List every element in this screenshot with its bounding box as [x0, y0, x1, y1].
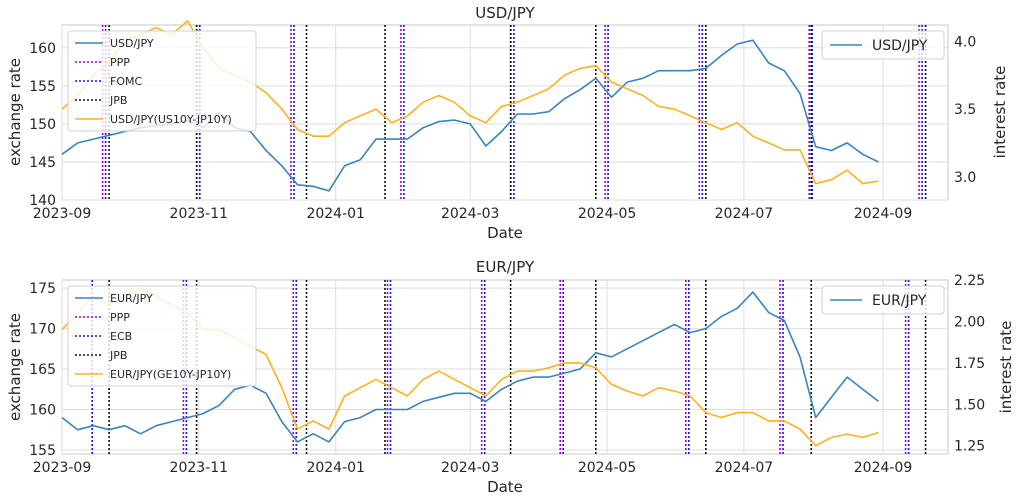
legend-box	[67, 285, 257, 387]
y-tick-label: 160	[29, 403, 56, 419]
x-tick-label: 2024-03	[441, 460, 500, 476]
tick-labels: 2023-09 2023-11 2024-01 2024-03 2024-05 2024-…	[29, 34, 976, 222]
x-axis-label: Date	[487, 478, 523, 496]
legend-entry: USD/JPY	[110, 37, 154, 50]
x-tick-label: 2024-07	[715, 206, 774, 222]
y-right-tick-label: 2.25	[954, 273, 985, 289]
x-tick-label: 2024-03	[441, 206, 500, 222]
y-tick-label: 175	[29, 281, 56, 297]
chart-title: EUR/JPY	[476, 258, 535, 276]
tick-labels: 2023-09 2023-11 2024-01 2024-03 2024-05 2024-…	[29, 273, 985, 476]
y-tick-label: 140	[29, 193, 56, 209]
y-right-tick-label: 4.0	[954, 34, 976, 50]
legend-entry: PPP	[110, 56, 130, 69]
legend-entry: JPB	[109, 94, 127, 107]
legend-right: EUR/JPY	[821, 285, 945, 315]
y-axis-label: exchange rate	[6, 313, 24, 421]
y-tick-label: 165	[29, 362, 56, 378]
x-tick-label: 2023-11	[170, 460, 229, 476]
legend-entry: JPB	[109, 349, 127, 362]
legend-entry: EUR/JPY	[110, 292, 153, 305]
x-tick-label: 2024-01	[306, 206, 365, 222]
y-right-tick-label: 3.0	[954, 170, 976, 186]
y-axis-right-label: interest rate	[997, 321, 1015, 414]
exchange-rate-line	[61, 291, 879, 443]
legend-right-entry: EUR/JPY	[872, 293, 927, 309]
y-tick-label: 150	[29, 117, 56, 133]
x-tick-label: 2023-09	[33, 206, 92, 222]
legend-entry: FOMC	[110, 75, 142, 88]
y-axis-right-label: interest rate	[991, 66, 1009, 159]
legend: EUR/JPY PPP ECB JPB EUR/JPY(GE10Y-JP10Y)	[67, 285, 257, 387]
x-tick-label: 2024-01	[306, 460, 365, 476]
legend-entry: USD/JPY(US10Y-JP10Y)	[110, 113, 232, 126]
x-tick-label: 2024-05	[578, 460, 637, 476]
legend-right: USD/JPY	[821, 30, 945, 60]
y-tick-label: 155	[29, 443, 56, 459]
legend-right-box	[821, 30, 945, 60]
legend-entry: ECB	[110, 330, 132, 343]
legend-box	[67, 30, 257, 132]
y-right-tick-label: 1.75	[954, 356, 985, 372]
y-right-tick-label: 2.00	[954, 314, 985, 330]
y-tick-label: 160	[29, 41, 56, 57]
x-tick-label: 2024-09	[854, 206, 913, 222]
legend-entry: EUR/JPY(GE10Y-JP10Y)	[110, 368, 231, 381]
y-tick-label: 155	[29, 79, 56, 95]
chart-title: USD/JPY	[475, 4, 535, 22]
x-axis-label: Date	[487, 224, 523, 242]
y-axis-label: exchange rate	[6, 58, 24, 166]
y-right-tick-label: 1.50	[954, 397, 985, 413]
y-tick-label: 145	[29, 155, 56, 171]
x-tick-label: 2024-05	[578, 206, 637, 222]
x-tick-label: 2023-11	[170, 206, 229, 222]
legend-right-box	[821, 285, 945, 315]
legend-entry: PPP	[110, 311, 130, 324]
x-tick-label: 2023-09	[33, 460, 92, 476]
y-right-tick-label: 3.5	[954, 102, 976, 118]
legend-right-entry: USD/JPY	[872, 38, 928, 54]
y-right-tick-label: 1.25	[954, 439, 985, 455]
y-tick-label: 170	[29, 322, 56, 338]
usdjpy-panel: 2023-09 2023-11 2024-01 2024-03 2024-05 2024-…	[6, 4, 1009, 242]
legend: USD/JPY PPP FOMC JPB USD/JPY(US10Y-JP10Y…	[67, 30, 257, 132]
x-tick-label: 2024-07	[715, 460, 774, 476]
x-tick-label: 2024-09	[854, 460, 913, 476]
eurjpy-panel: 2023-09 2023-11 2024-01 2024-03 2024-05 2024-…	[6, 258, 1015, 496]
